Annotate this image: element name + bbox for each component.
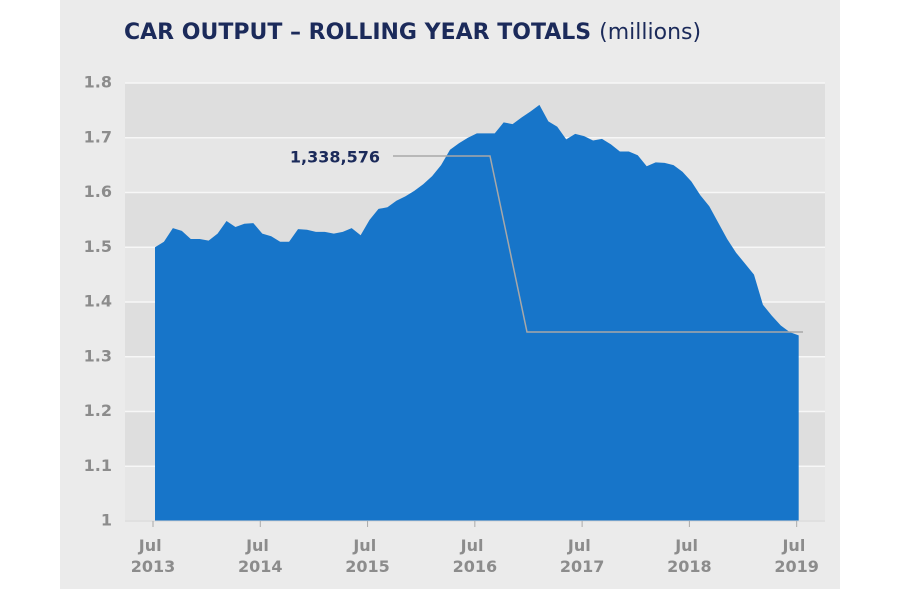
chart-title: CAR OUTPUT – ROLLING YEAR TOTALS (124, 20, 591, 45)
y-tick-label: 1.8 (84, 73, 112, 92)
x-tick-label: Jul 2017 (560, 536, 605, 576)
y-tick-label: 1.1 (84, 456, 112, 475)
x-tick-label: Jul 2014 (238, 536, 283, 576)
y-tick-label: 1.6 (84, 182, 112, 201)
y-tick-label: 1.5 (84, 237, 112, 256)
x-tick-label: Jul 2019 (774, 536, 819, 576)
y-tick-label: 1.3 (84, 346, 112, 365)
plot-band (125, 83, 825, 138)
chart-subtitle: (millions) (599, 20, 701, 45)
annotation: 1,338,576 (290, 148, 380, 167)
area (155, 104, 799, 522)
x-tick-label: Jul 2016 (453, 536, 498, 576)
x-tick-label: Jul 2015 (345, 536, 390, 576)
y-tick-label: 1.7 (84, 127, 112, 146)
y-tick-label: 1.4 (84, 292, 112, 311)
x-tick-label: Jul 2018 (667, 536, 712, 576)
annotation-leader (393, 155, 803, 333)
y-tick-label: 1.2 (84, 401, 112, 420)
y-tick-label: 1 (101, 511, 112, 530)
x-tick-label: Jul 2013 (131, 536, 176, 576)
